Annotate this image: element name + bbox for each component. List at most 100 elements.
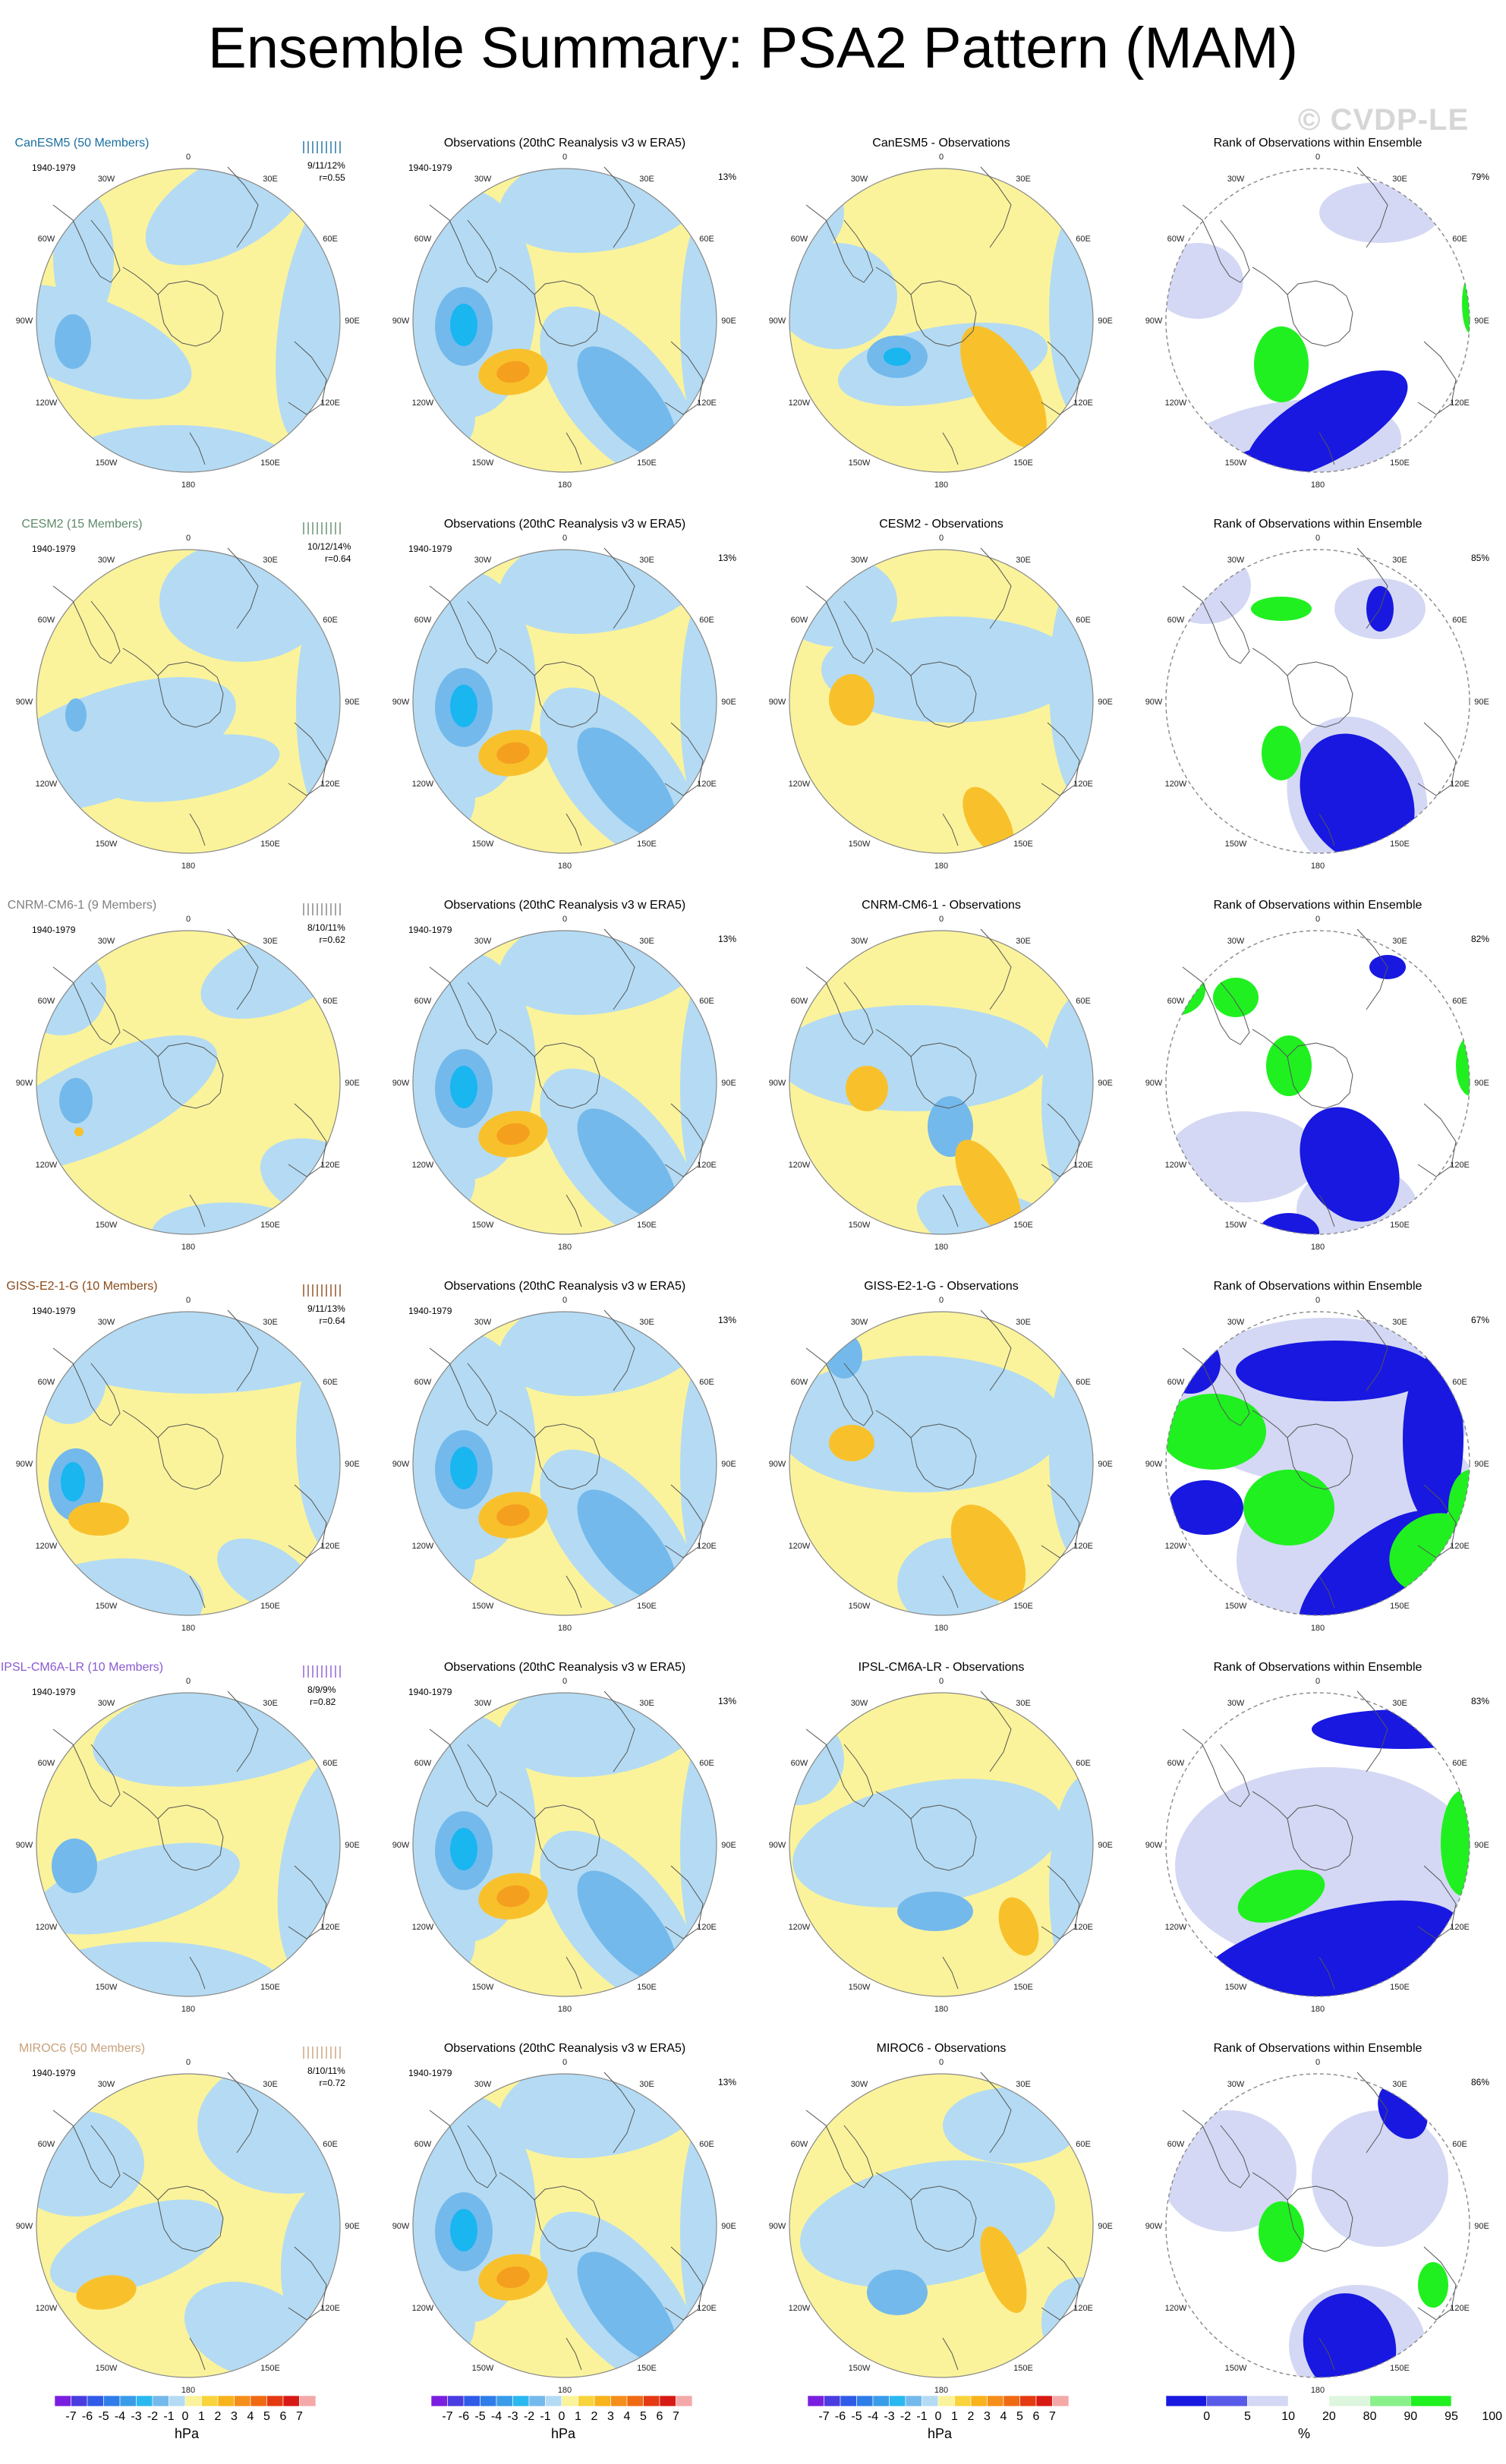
rank-region-high xyxy=(1456,1035,1470,1096)
lon-label: 90E xyxy=(1474,2222,1489,2231)
lon-label: 180 xyxy=(934,1624,948,1633)
lon-label: 90W xyxy=(392,1460,410,1469)
model-title: CESM2 (15 Members) xyxy=(21,518,143,531)
lon-label: 60W xyxy=(1167,1378,1185,1387)
lon-label: 30E xyxy=(1016,556,1031,565)
lon-label: 120E xyxy=(1073,2304,1093,2313)
lon-label: 180 xyxy=(1311,2386,1325,2395)
coastlines xyxy=(52,166,327,465)
lon-label: 30E xyxy=(1392,1699,1407,1708)
colorbar-swatch xyxy=(659,2395,676,2407)
map-boundary xyxy=(412,1692,717,1997)
colorbar-tick-label: -1 xyxy=(540,2410,550,2423)
lon-label: 90W xyxy=(392,2222,410,2231)
colorbar-tick-label: 4 xyxy=(624,2410,631,2423)
lon-label: 150W xyxy=(1225,458,1247,468)
observations-panel: 0 30E 60E 90E 120E 150E 180 150W 120W 90W 60W 30W 19… xyxy=(376,1638,753,2021)
lon-label: 180 xyxy=(181,2005,195,2014)
colorbar-swatch xyxy=(872,2395,890,2407)
lon-label: 90W xyxy=(392,1841,410,1850)
lon-label: 120W xyxy=(36,399,58,408)
map-svg: 0 30E 60E 90E 120E 150E 180 150W 120W 90W 60W 30W xyxy=(16,2047,360,2395)
stat-correlation: r=0.64 xyxy=(319,1315,345,1326)
stat-correlation: r=0.82 xyxy=(310,1697,336,1707)
member-ticks xyxy=(303,2047,341,2059)
lon-label: 150W xyxy=(472,1221,494,1230)
lon-label: 150E xyxy=(637,1221,657,1230)
lon-label: 150E xyxy=(260,1983,280,1992)
map-boundary xyxy=(1165,168,1470,473)
lon-label: 120W xyxy=(1165,780,1187,789)
map-svg: 0 30E 60E 90E 120E 150E 180 150W 120W 90W 60W 30W xyxy=(16,1284,360,1633)
rank-region-verylow xyxy=(1300,1107,1400,1222)
lon-label: 60W xyxy=(414,616,432,625)
observations-panel: 0 30E 60E 90E 120E 150E 180 150W 120W 90W 60W 30W 19… xyxy=(376,114,753,496)
rank-region-high xyxy=(1418,2262,1448,2308)
colorbar-swatch xyxy=(889,2395,906,2407)
obs-percent: 13% xyxy=(718,553,737,563)
lon-label: 150W xyxy=(849,1221,871,1230)
contour-core xyxy=(998,1897,1039,1956)
period-label: 1940-1979 xyxy=(408,544,452,554)
lon-label: 120W xyxy=(36,780,58,789)
map-boundary xyxy=(789,1692,1094,1997)
lon-label: 30W xyxy=(474,556,492,565)
colorbar-swatch xyxy=(824,2395,841,2407)
colorbar-tick-label: 2 xyxy=(591,2410,598,2423)
rank-title: Rank of Observations within Ensemble xyxy=(1213,1661,1423,1674)
contour-core xyxy=(577,346,677,458)
lon-label: 150W xyxy=(1225,1221,1247,1230)
member-ticks xyxy=(303,1665,341,1678)
lon-label: 120E xyxy=(1450,1542,1470,1551)
lon-label: 90E xyxy=(721,2222,736,2231)
contour-negative xyxy=(792,1779,1063,1908)
lon-label: 0 xyxy=(186,1296,191,1305)
lon-label: 120W xyxy=(1165,2304,1187,2313)
lon-label: 60E xyxy=(1452,1378,1467,1387)
model-stats: 9/11/13% r=0.64 xyxy=(307,1303,345,1327)
colorbar-tick-label: 1 xyxy=(951,2410,958,2423)
lon-label: 150E xyxy=(260,840,280,849)
lon-label: 90E xyxy=(1474,698,1489,707)
contour-core xyxy=(450,1447,477,1489)
lon-label: 30E xyxy=(1392,556,1407,565)
colorbar-swatch xyxy=(1206,2395,1248,2407)
contour-core xyxy=(829,674,874,726)
map-svg: 0 30E 60E 90E 120E 150E 180 150W 120W 90W 60W 30W xyxy=(1145,915,1489,1252)
rank-region-verylow xyxy=(1228,448,1304,472)
map-svg: 0 30E 60E 90E 120E 150E 180 150W 120W 90W 60W 30W xyxy=(769,153,1113,490)
lon-label: 120W xyxy=(412,1542,434,1551)
lon-label: 90W xyxy=(1145,698,1163,707)
lon-label: 90W xyxy=(16,2222,33,2231)
colorbar-tick-label: -6 xyxy=(835,2410,846,2423)
lon-label: 180 xyxy=(181,481,195,490)
colorbar-tick-label: 0 xyxy=(559,2410,566,2423)
contour-negative xyxy=(680,2110,717,2353)
lon-label: 120E xyxy=(320,399,340,408)
lon-label: 60W xyxy=(414,2140,432,2149)
rank-region-high xyxy=(1213,978,1259,1017)
lon-label: 150W xyxy=(1225,1983,1247,1992)
map-svg: 0 30E 60E 90E 120E 150E 180 150W 120W 90W 60W 30W xyxy=(769,2058,1113,2395)
stat-percent: 8/10/11% xyxy=(307,922,345,933)
contour-core xyxy=(59,1078,93,1123)
lon-label: 120W xyxy=(412,399,434,408)
lon-label: 150W xyxy=(472,2364,494,2373)
map-svg: 0 30E 60E 90E 120E 150E 180 150W 120W 90W 60W 30W xyxy=(16,903,360,1252)
lon-label: 150W xyxy=(849,1602,871,1611)
lon-label: 90E xyxy=(345,1079,360,1088)
lon-label: 30W xyxy=(1227,937,1245,946)
lon-label: 150E xyxy=(1013,1602,1033,1611)
rank-panel: 0 30E 60E 90E 120E 150E 180 150W 120W 90W 60W 30W 82… xyxy=(1130,876,1506,1259)
rank-percent: 86% xyxy=(1471,2077,1490,2087)
contour-core xyxy=(52,1839,97,1893)
lon-label: 150W xyxy=(96,1221,118,1230)
contour-core xyxy=(950,1505,1026,1602)
lon-label: 120W xyxy=(1165,1923,1187,1932)
lon-label: 120W xyxy=(789,1542,811,1551)
lon-label: 150W xyxy=(849,2364,871,2373)
lon-label: 150W xyxy=(472,458,494,468)
contour-core xyxy=(496,2266,530,2289)
contour-negative xyxy=(413,372,475,463)
contour-negative xyxy=(36,944,106,1035)
